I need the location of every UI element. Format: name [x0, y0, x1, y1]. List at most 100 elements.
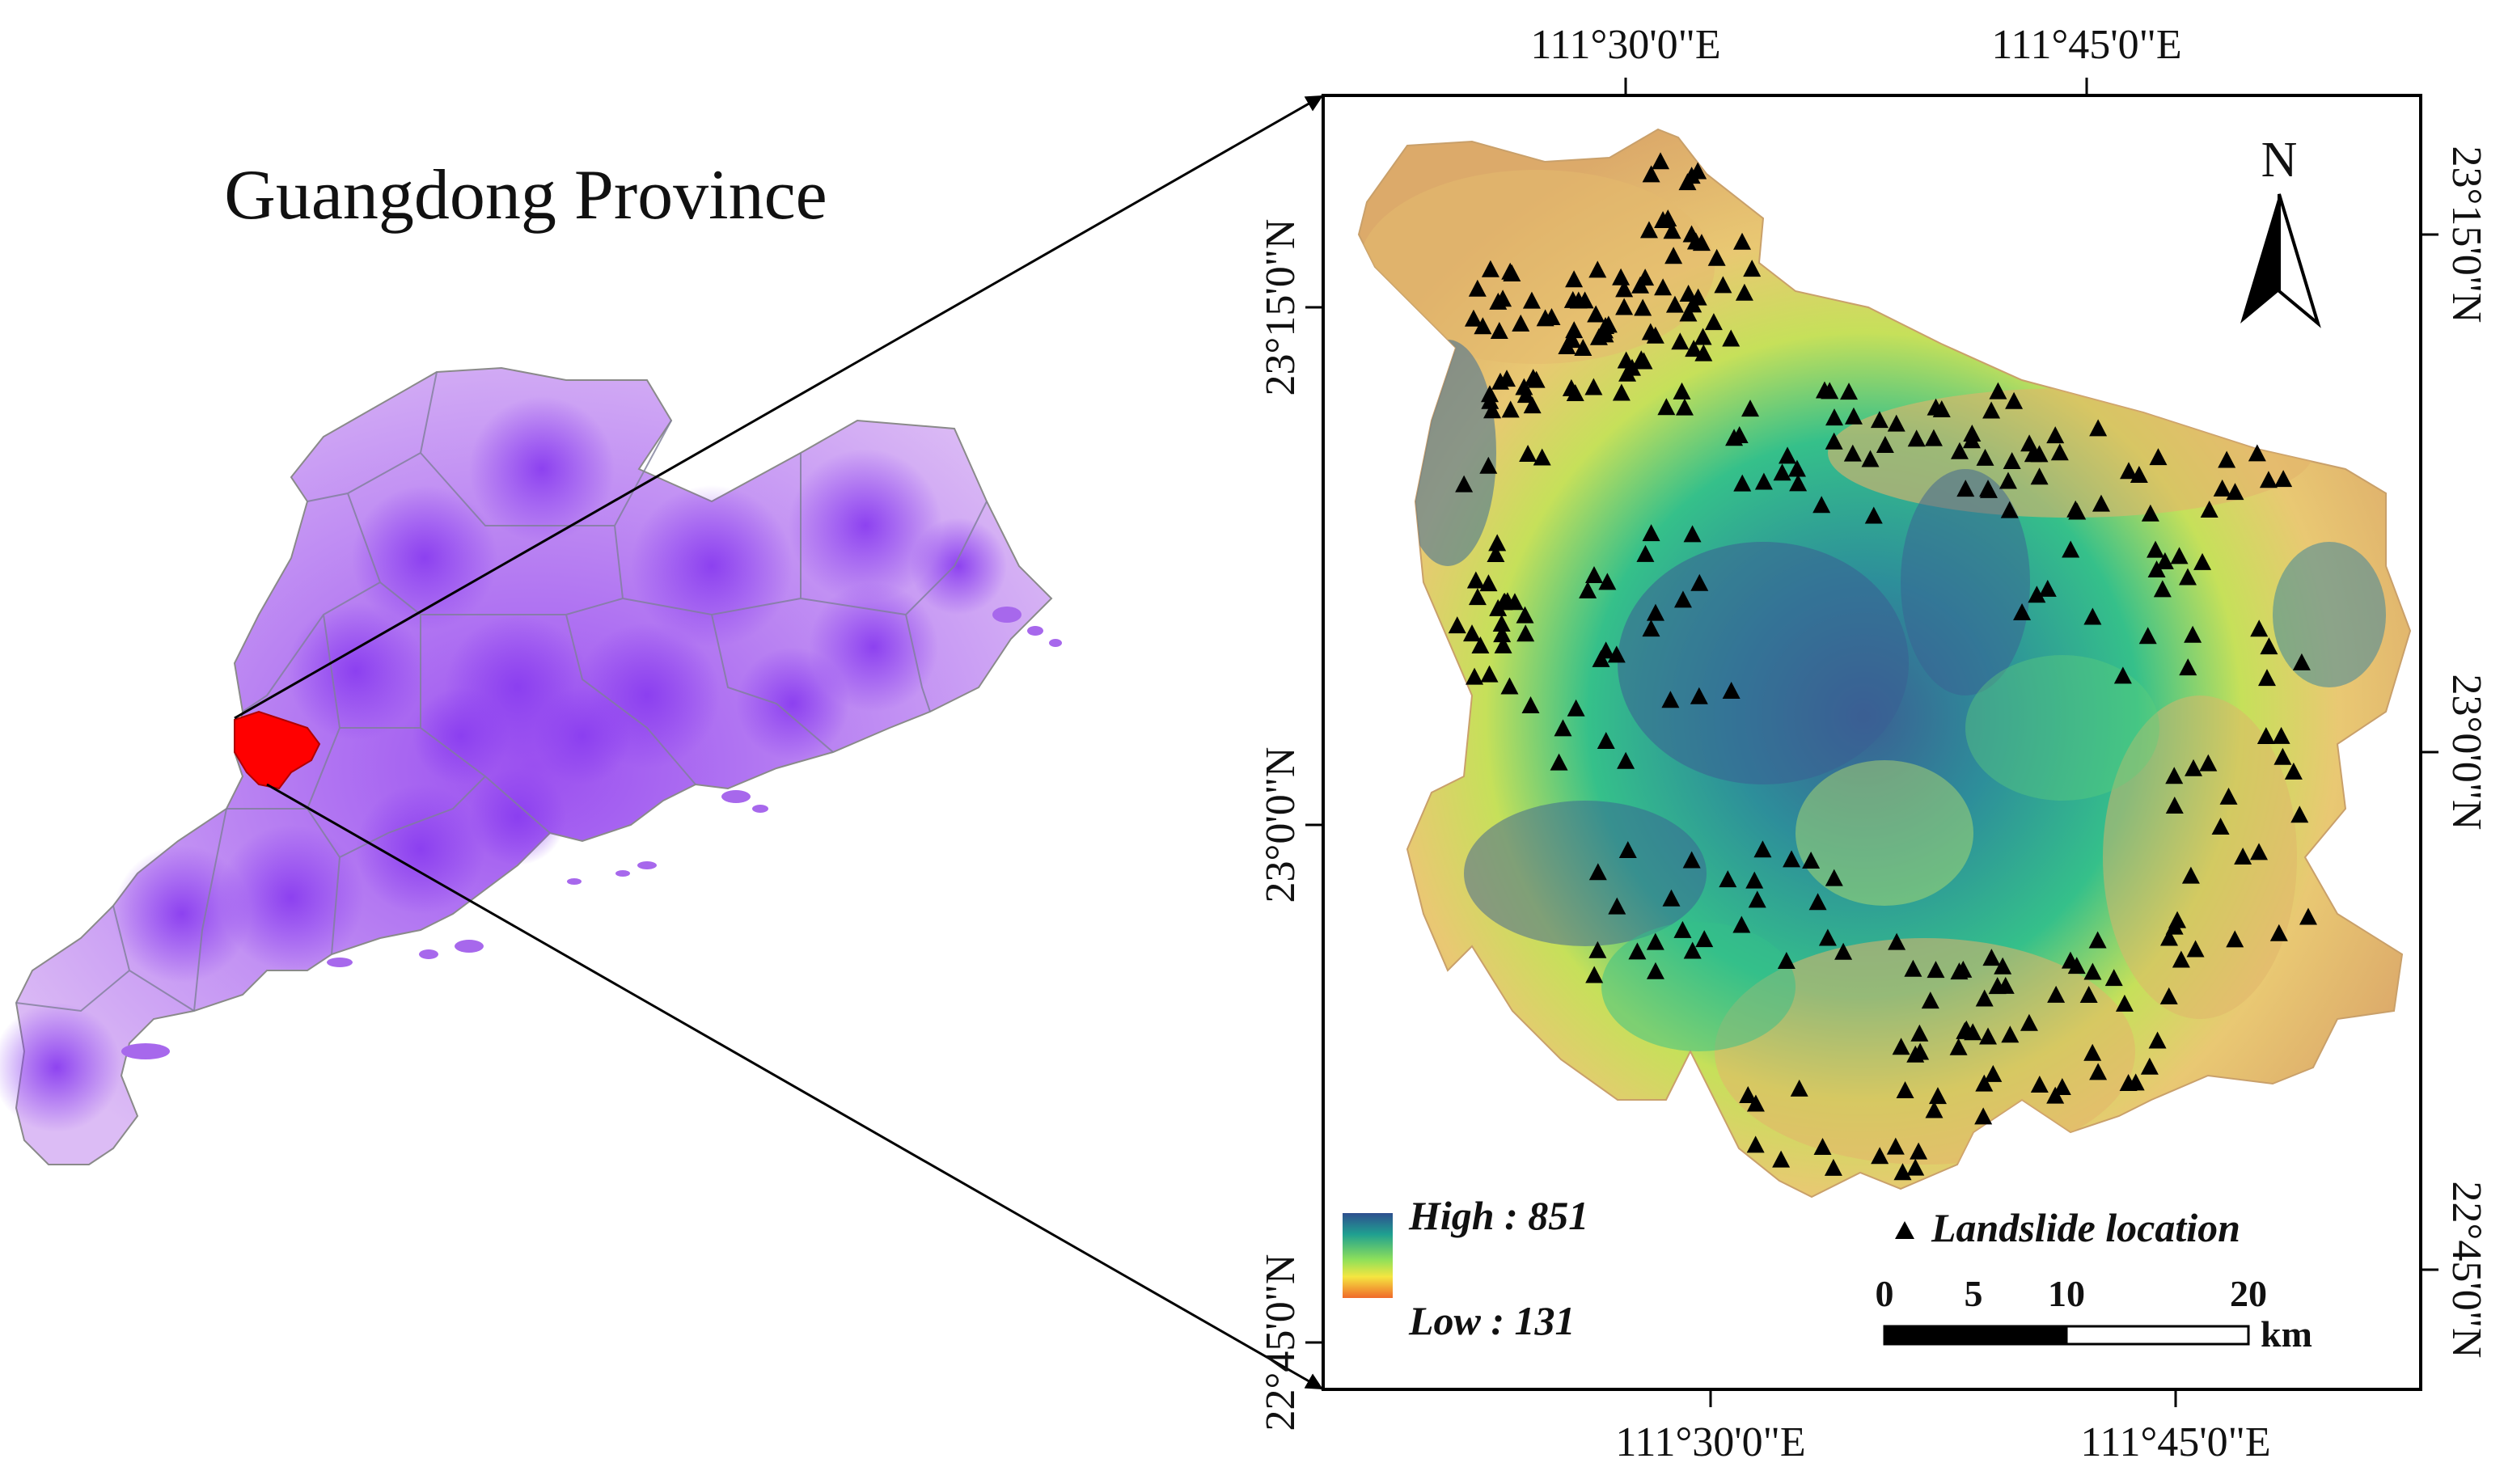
landslide-marker: [1664, 247, 1683, 264]
landslide-marker: [1746, 1094, 1765, 1112]
landslide-marker: [1741, 400, 1760, 417]
coord-left-1: 23°15'0"N: [1258, 219, 1304, 396]
landslide-marker: [1612, 383, 1631, 401]
landslide-marker: [1949, 1038, 1968, 1055]
landslide-marker: [1490, 321, 1508, 339]
landslide-marker: [1802, 852, 1821, 869]
study-area-highlight: [234, 710, 321, 790]
landslide-marker: [1579, 581, 1597, 598]
landslide-marker: [1565, 321, 1584, 339]
landslide-marker: [2030, 445, 2049, 463]
landslide-marker: [1690, 687, 1708, 704]
elevation-color-ramp: [1343, 1213, 1393, 1298]
landslide-marker: [1554, 719, 1572, 737]
landslide-marker: [1906, 1158, 1925, 1176]
landslide-marker: [1501, 262, 1520, 280]
landslide-marker: [2013, 602, 2032, 620]
landslide-marker: [1474, 317, 1492, 335]
landslide-marker: [1787, 459, 1806, 477]
landslide-marker: [1524, 368, 1542, 386]
landslide-marker: [1685, 340, 1703, 357]
guangdong-province-map: [0, 366, 1062, 1165]
landslide-marker: [1488, 534, 1507, 552]
landslide-marker: [2050, 443, 2069, 461]
north-label: N: [2261, 133, 2298, 188]
landslide-legend: Landslide location: [1895, 1205, 2240, 1250]
landslide-marker: [1779, 446, 1797, 464]
landslide-marker: [1468, 279, 1487, 297]
landslide-marker: [1976, 448, 1994, 466]
coord-right-3: 22°45'0"N: [2443, 1182, 2489, 1359]
landslide-marker: [2148, 1031, 2167, 1049]
landslide-marker: [1491, 372, 1510, 390]
landslide-marker: [1480, 665, 1499, 683]
landslide-marker: [1665, 295, 1684, 313]
landslide-marker: [1692, 234, 1711, 252]
coastal-islands: [121, 607, 1062, 1059]
landslide-marker: [2066, 500, 2085, 518]
landslide-marker: [2120, 462, 2138, 480]
landslide-marker: [1487, 545, 1505, 563]
landslide-marker: [1773, 463, 1791, 481]
landslide-marker: [1661, 691, 1680, 708]
landslide-marker: [2250, 843, 2268, 860]
landslide-marker: [1479, 574, 1498, 592]
coord-bottom-1: 111°30'0"E: [1615, 1419, 1805, 1465]
north-arrow-icon: N: [2240, 133, 2321, 328]
landslide-marker: [2168, 911, 2187, 928]
landslide-marker: [1682, 851, 1701, 869]
landslide-marker: [1501, 400, 1520, 418]
landslide-marker: [1682, 167, 1701, 184]
landslide-marker: [2079, 986, 2098, 1004]
landslide-marker: [1615, 280, 1634, 298]
landslide-marker: [2005, 391, 2024, 409]
landslide-marker: [2062, 540, 2080, 558]
landslide-marker: [1906, 1045, 1925, 1063]
landslide-marker: [2028, 586, 2046, 603]
landslide-marker: [2170, 547, 2189, 564]
coord-top-2: 111°45'0"E: [1991, 22, 2181, 68]
landslide-marker: [2067, 957, 2086, 975]
landslide-marker: [1533, 448, 1551, 466]
landslide-marker: [1519, 444, 1538, 462]
scale-tick-10: 10: [2048, 1273, 2085, 1314]
landslide-marker: [1634, 298, 1652, 316]
landslide-marker: [2138, 627, 2157, 645]
elevation-legend: High : 851 Low : 131: [1343, 1193, 1588, 1343]
landslide-marker: [2184, 625, 2202, 643]
landslide-marker: [1663, 222, 1681, 239]
landslide-marker: [2219, 787, 2238, 805]
landslide-marker: [2165, 796, 2184, 814]
landslide-marker: [2199, 754, 2218, 772]
landslide-marker: [2260, 637, 2278, 655]
landslide-marker: [1683, 525, 1702, 543]
coordinate-labels: 111°30'0"E 111°45'0"E 111°30'0"E 111°45'…: [1258, 22, 2489, 1465]
landslide-marker: [1481, 260, 1499, 277]
landslide-marker: [1790, 1079, 1808, 1097]
landslide-marker: [1813, 1137, 1832, 1155]
landslide-marker: [2186, 940, 2205, 958]
landslide-marker: [1574, 338, 1592, 356]
landslide-marker: [2053, 1078, 2071, 1096]
landslide-marker: [1652, 152, 1670, 170]
landslide-marker: [1596, 325, 1614, 343]
landslide-marker: [2115, 994, 2134, 1012]
landslide-markers: [1448, 152, 2317, 1181]
landslide-marker: [1695, 930, 1714, 948]
scale-unit: km: [2261, 1313, 2312, 1355]
landslide-marker: [1585, 966, 1604, 983]
landslide-marker: [1979, 480, 1998, 497]
landslide-marker: [2211, 818, 2230, 835]
landslide-marker: [2088, 931, 2107, 949]
landslide-marker: [1654, 210, 1673, 228]
landslide-marker: [2083, 962, 2102, 980]
landslide-marker: [1733, 474, 1752, 492]
scale-segment-white: [2065, 1325, 2250, 1346]
landslide-marker: [1887, 414, 1905, 432]
landslide-marker: [1567, 699, 1585, 717]
coord-right-2: 23°0'0"N: [2443, 674, 2489, 831]
landslide-marker: [2003, 451, 2021, 469]
landslide-marker: [2299, 907, 2317, 925]
landslide-marker: [1808, 893, 1827, 911]
